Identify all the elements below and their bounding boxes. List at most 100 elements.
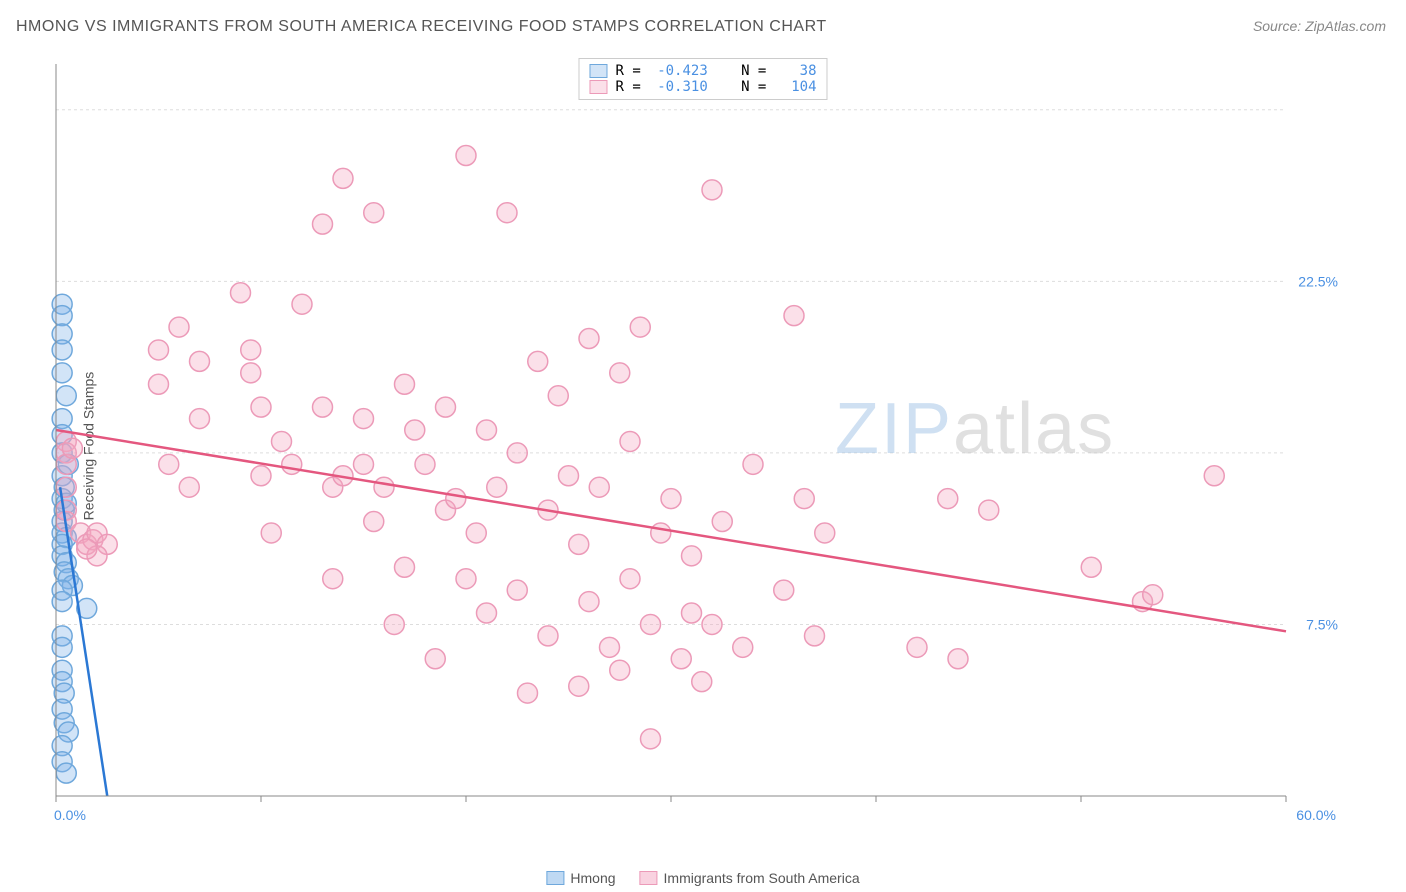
scatter-point bbox=[600, 637, 620, 657]
scatter-point bbox=[671, 649, 691, 669]
scatter-point bbox=[56, 386, 76, 406]
scatter-point bbox=[733, 637, 753, 657]
legend-r-value: -0.423 bbox=[657, 63, 708, 79]
scatter-point bbox=[52, 637, 72, 657]
scatter-point bbox=[436, 397, 456, 417]
source-prefix: Source: bbox=[1253, 18, 1305, 34]
scatter-point bbox=[313, 214, 333, 234]
scatter-point bbox=[395, 374, 415, 394]
scatter-point bbox=[354, 409, 374, 429]
legend-row: R = -0.423 N = 38 bbox=[589, 63, 816, 79]
scatter-point bbox=[251, 466, 271, 486]
scatter-point bbox=[62, 438, 82, 458]
scatter-chart-svg: ZIPatlas0.0%60.0%7.5%22.5% bbox=[46, 56, 1346, 836]
scatter-point bbox=[354, 454, 374, 474]
scatter-point bbox=[589, 477, 609, 497]
scatter-point bbox=[292, 294, 312, 314]
scatter-point bbox=[446, 489, 466, 509]
scatter-point bbox=[487, 477, 507, 497]
legend-label: Hmong bbox=[570, 870, 615, 886]
scatter-point bbox=[579, 329, 599, 349]
scatter-point bbox=[548, 386, 568, 406]
legend-n-label: N = bbox=[716, 63, 775, 79]
legend-swatch bbox=[546, 871, 564, 885]
scatter-point bbox=[528, 351, 548, 371]
chart-title: HMONG VS IMMIGRANTS FROM SOUTH AMERICA R… bbox=[16, 18, 827, 36]
source-attribution: Source: ZipAtlas.com bbox=[1253, 18, 1386, 34]
scatter-point bbox=[261, 523, 281, 543]
legend-r-label: R = bbox=[615, 79, 649, 95]
scatter-point bbox=[712, 512, 732, 532]
legend-item: Hmong bbox=[546, 870, 615, 886]
y-tick-label: 22.5% bbox=[1298, 273, 1338, 289]
legend-label: Immigrants from South America bbox=[664, 870, 860, 886]
legend-n-value: 38 bbox=[783, 63, 817, 79]
scatter-point bbox=[466, 523, 486, 543]
scatter-point bbox=[384, 614, 404, 634]
scatter-point bbox=[313, 397, 333, 417]
chart-area: ZIPatlas0.0%60.0%7.5%22.5% bbox=[46, 56, 1346, 836]
scatter-point bbox=[579, 592, 599, 612]
scatter-point bbox=[702, 180, 722, 200]
scatter-point bbox=[815, 523, 835, 543]
scatter-point bbox=[282, 454, 302, 474]
scatter-point bbox=[661, 489, 681, 509]
legend-row: R = -0.310 N = 104 bbox=[589, 79, 816, 95]
scatter-point bbox=[507, 443, 527, 463]
x-tick-label: 0.0% bbox=[54, 807, 86, 823]
scatter-point bbox=[1081, 557, 1101, 577]
scatter-point bbox=[241, 363, 261, 383]
scatter-point bbox=[149, 374, 169, 394]
correlation-legend: R = -0.423 N = 38R = -0.310 N = 104 bbox=[578, 58, 827, 100]
scatter-point bbox=[538, 626, 558, 646]
scatter-point bbox=[364, 203, 384, 223]
legend-r-label: R = bbox=[615, 63, 649, 79]
source-name: ZipAtlas.com bbox=[1305, 18, 1386, 34]
scatter-point bbox=[784, 306, 804, 326]
scatter-point bbox=[52, 306, 72, 326]
scatter-point bbox=[477, 603, 497, 623]
scatter-point bbox=[190, 351, 210, 371]
legend-swatch bbox=[589, 64, 607, 78]
scatter-point bbox=[77, 539, 97, 559]
scatter-point bbox=[251, 397, 271, 417]
scatter-point bbox=[169, 317, 189, 337]
scatter-point bbox=[610, 363, 630, 383]
scatter-point bbox=[477, 420, 497, 440]
scatter-point bbox=[425, 649, 445, 669]
series-legend: Hmong Immigrants from South America bbox=[546, 870, 859, 886]
legend-n-value: 104 bbox=[783, 79, 817, 95]
scatter-point bbox=[610, 660, 630, 680]
scatter-point bbox=[620, 569, 640, 589]
scatter-point bbox=[938, 489, 958, 509]
scatter-point bbox=[149, 340, 169, 360]
scatter-point bbox=[231, 283, 251, 303]
legend-swatch bbox=[640, 871, 658, 885]
scatter-point bbox=[56, 763, 76, 783]
scatter-point bbox=[405, 420, 425, 440]
legend-n-label: N = bbox=[716, 79, 775, 95]
scatter-point bbox=[497, 203, 517, 223]
scatter-point bbox=[651, 523, 671, 543]
scatter-point bbox=[241, 340, 261, 360]
scatter-point bbox=[456, 146, 476, 166]
scatter-point bbox=[641, 729, 661, 749]
scatter-point bbox=[907, 637, 927, 657]
legend-r-value: -0.310 bbox=[657, 79, 708, 95]
scatter-point bbox=[456, 569, 476, 589]
scatter-point bbox=[507, 580, 527, 600]
scatter-point bbox=[52, 592, 72, 612]
x-tick-label: 60.0% bbox=[1296, 807, 1336, 823]
scatter-point bbox=[52, 363, 72, 383]
scatter-point bbox=[569, 534, 589, 554]
scatter-point bbox=[1143, 585, 1163, 605]
legend-swatch bbox=[589, 80, 607, 94]
scatter-point bbox=[948, 649, 968, 669]
scatter-point bbox=[56, 477, 76, 497]
scatter-point bbox=[159, 454, 179, 474]
scatter-point bbox=[630, 317, 650, 337]
scatter-point bbox=[364, 512, 384, 532]
scatter-point bbox=[52, 340, 72, 360]
scatter-point bbox=[395, 557, 415, 577]
legend-item: Immigrants from South America bbox=[640, 870, 860, 886]
